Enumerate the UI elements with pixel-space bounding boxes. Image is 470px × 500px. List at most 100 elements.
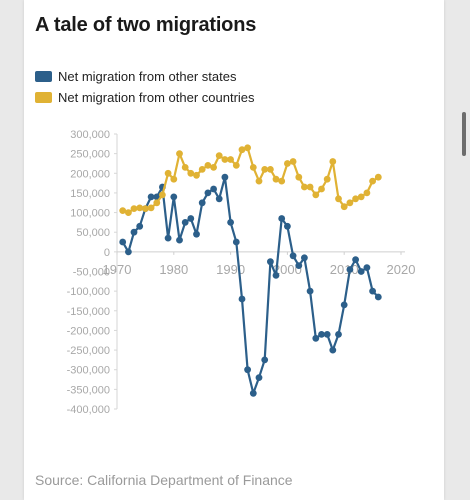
data-point-states: [249, 389, 257, 397]
legend-item-states: Net migration from other states: [35, 66, 255, 87]
data-point-states: [352, 256, 359, 264]
chart-title: A tale of two migrations: [35, 14, 257, 36]
data-point-countries: [249, 164, 257, 171]
data-point-countries: [119, 207, 127, 215]
data-point-states: [261, 356, 269, 364]
data-point-states: [374, 293, 382, 301]
data-point-states: [119, 238, 127, 246]
series-line-countries: [122, 146, 379, 214]
data-point-countries: [255, 177, 263, 185]
data-point-countries: [312, 191, 320, 199]
data-point-states: [210, 185, 218, 193]
chart-card: [24, 0, 444, 500]
data-point-countries: [267, 166, 274, 173]
data-point-states: [198, 199, 206, 207]
data-point-states: [318, 331, 325, 338]
data-point-states: [289, 252, 297, 260]
x-tick-label: 2000: [273, 262, 302, 277]
data-point-states: [346, 266, 354, 273]
data-point-countries: [295, 173, 303, 181]
data-point-countries: [306, 183, 314, 191]
data-point-states: [329, 346, 337, 354]
data-point-states: [176, 236, 183, 244]
data-point-countries: [363, 189, 371, 197]
data-point-states: [187, 215, 195, 222]
data-point-countries: [301, 183, 308, 191]
data-point-states: [295, 262, 303, 269]
data-point-states: [301, 254, 308, 262]
source-note: Source: California Department of Finance: [35, 472, 293, 488]
data-point-countries: [136, 204, 144, 212]
data-point-states: [357, 268, 365, 275]
y-tick-label: -150,000: [67, 306, 110, 318]
data-point-states: [124, 248, 132, 256]
data-point-countries: [278, 177, 286, 185]
x-tick-label: 2020: [387, 262, 416, 277]
data-point-countries: [170, 175, 178, 183]
legend-swatch-states: [35, 71, 52, 82]
data-point-countries: [124, 209, 132, 217]
data-point-countries: [210, 164, 218, 171]
x-tick-label: 1980: [159, 262, 188, 277]
data-point-countries: [244, 144, 252, 152]
scrollbar-thumb[interactable]: [462, 112, 466, 156]
y-tick-label: -50,000: [73, 267, 110, 279]
legend: Net migration from other states Net migr…: [35, 66, 255, 108]
data-point-countries: [272, 175, 280, 183]
data-point-countries: [329, 158, 337, 165]
data-point-states: [369, 287, 376, 295]
y-tick-label: 50,000: [76, 227, 110, 239]
data-point-countries: [187, 169, 195, 177]
y-tick-label: -350,000: [67, 384, 110, 396]
data-point-states: [272, 272, 280, 279]
x-tick-label: 2010: [330, 262, 359, 277]
data-point-states: [221, 173, 229, 181]
data-point-states: [170, 193, 178, 201]
y-tick-label: 250,000: [70, 149, 110, 161]
data-point-states: [278, 215, 286, 222]
data-point-states: [238, 295, 246, 303]
data-point-countries: [346, 199, 354, 207]
data-point-countries: [238, 146, 246, 154]
data-point-countries: [181, 164, 189, 171]
data-point-states: [323, 331, 331, 338]
data-point-states: [193, 230, 200, 238]
y-tick-label: -100,000: [67, 286, 110, 298]
data-point-countries: [335, 195, 342, 203]
data-point-countries: [352, 195, 359, 203]
y-tick-label: 150,000: [70, 188, 110, 200]
data-point-countries: [323, 175, 331, 183]
data-point-states: [312, 334, 320, 342]
data-point-countries: [318, 185, 325, 193]
data-point-countries: [193, 171, 200, 179]
data-point-states: [335, 331, 342, 338]
data-point-countries: [198, 166, 206, 173]
data-point-countries: [147, 204, 155, 212]
x-tick-label: 1990: [216, 262, 245, 277]
legend-label-countries: Net migration from other countries: [58, 90, 255, 105]
data-point-states: [244, 366, 252, 374]
data-point-countries: [215, 152, 223, 160]
data-point-states: [204, 189, 212, 197]
data-point-states: [340, 301, 348, 309]
data-point-states: [164, 234, 172, 242]
legend-item-countries: Net migration from other countries: [35, 87, 255, 108]
data-point-countries: [130, 205, 138, 213]
y-tick-label: -400,000: [67, 404, 110, 416]
data-point-countries: [221, 156, 229, 163]
data-point-states: [363, 264, 371, 271]
data-point-states: [267, 258, 274, 266]
data-point-states: [227, 219, 235, 226]
data-point-countries: [340, 203, 348, 211]
data-point-countries: [142, 205, 149, 213]
data-point-states: [181, 219, 189, 226]
data-point-states: [232, 238, 240, 246]
y-tick-label: 100,000: [70, 208, 110, 220]
data-point-states: [147, 193, 155, 201]
data-point-countries: [357, 193, 365, 201]
data-point-countries: [289, 158, 297, 165]
data-point-countries: [232, 162, 240, 169]
data-point-states: [284, 222, 291, 230]
series-line-states: [121, 176, 380, 395]
data-point-countries: [369, 177, 376, 185]
